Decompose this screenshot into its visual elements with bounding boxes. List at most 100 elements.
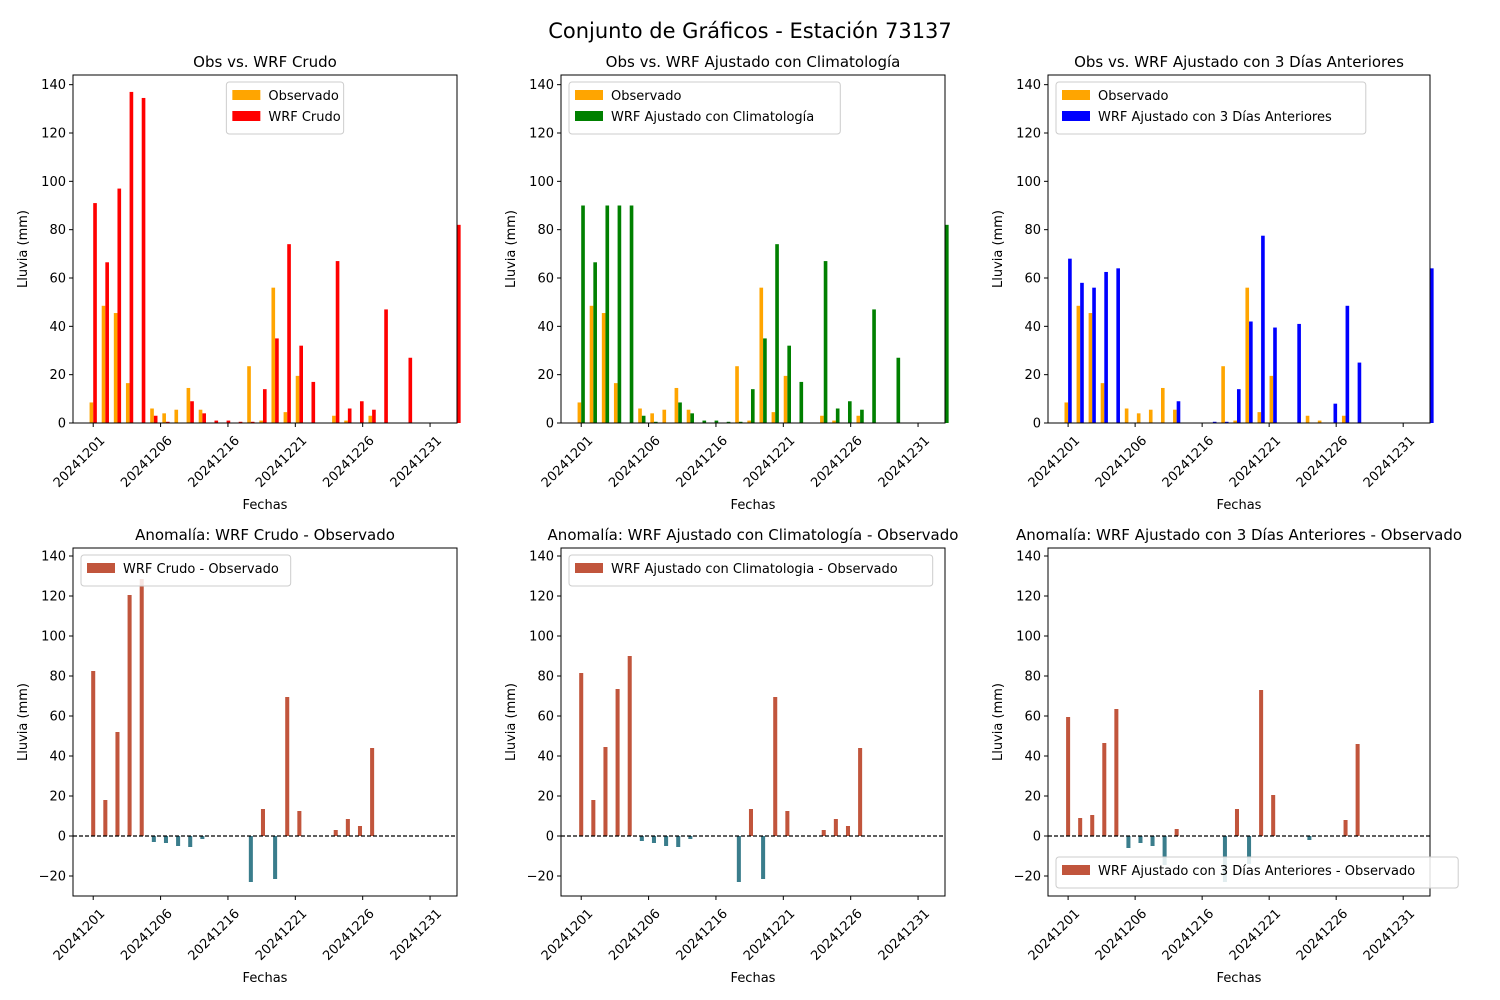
y-tick-label: 40	[537, 320, 554, 335]
y-tick-label: 60	[49, 710, 66, 725]
bar	[653, 421, 658, 423]
bar	[1124, 408, 1129, 423]
bar	[1176, 401, 1181, 423]
x-tick-label: 20241201	[539, 906, 596, 963]
bar	[335, 261, 340, 423]
bar	[1271, 795, 1276, 836]
legend-swatch	[232, 111, 261, 121]
bar	[775, 244, 779, 423]
legend: Observado WRF Ajustado con Climatología	[568, 81, 841, 135]
y-tick-label: 80	[49, 223, 66, 238]
bar	[1090, 815, 1095, 836]
y-tick-label: −20	[39, 870, 66, 885]
y-tick-label: 120	[41, 127, 66, 142]
bar	[1341, 415, 1346, 423]
bar	[1317, 420, 1322, 423]
y-tick-label: 0	[1033, 417, 1041, 432]
bar	[1126, 836, 1131, 848]
bar	[127, 595, 132, 836]
y-axis-label: Lluvia (mm)	[504, 210, 519, 288]
bar	[820, 415, 824, 423]
bar	[1116, 268, 1120, 423]
bar	[214, 420, 219, 423]
bar	[332, 415, 336, 423]
chart-panel-2: Obs vs. WRF Ajustado con Climatología020…	[504, 53, 949, 513]
y-tick-label: 80	[49, 670, 66, 685]
y-tick-label: 0	[546, 417, 554, 432]
y-tick-label: 140	[529, 550, 554, 565]
y-tick-label: 100	[529, 175, 554, 190]
bar	[945, 224, 949, 423]
legend-label: WRF Ajustado con Climatología	[611, 110, 814, 125]
bar	[408, 357, 413, 423]
bar	[202, 413, 206, 423]
bar	[287, 244, 291, 423]
bar	[259, 420, 263, 423]
bar	[250, 421, 255, 423]
bar	[650, 413, 654, 423]
x-tick-label: 20241206	[606, 433, 663, 490]
bar	[1430, 268, 1434, 423]
bar	[125, 383, 130, 423]
bar	[163, 836, 168, 843]
bar	[139, 579, 144, 836]
y-tick-label: 140	[1016, 78, 1041, 93]
bar	[1104, 271, 1108, 423]
bar	[141, 97, 146, 423]
y-axis-label: Lluvia (mm)	[504, 683, 519, 761]
x-tick-label: 20241226	[1294, 906, 1351, 963]
bar	[117, 188, 122, 423]
bar	[783, 375, 788, 423]
bar	[153, 415, 158, 423]
x-tick-label: 20241206	[118, 433, 175, 490]
bar	[738, 421, 743, 423]
y-tick-label: 140	[41, 550, 66, 565]
chart-panel-3: Obs vs. WRF Ajustado con 3 Días Anterior…	[991, 53, 1434, 513]
bar	[714, 420, 719, 423]
chart-title: Anomalía: WRF Crudo - Observado	[135, 526, 395, 544]
bar	[103, 800, 108, 836]
chart-panel-1: Obs vs. WRF Crudo 0 20 40 60 80 100 120 140 20241…	[16, 53, 461, 513]
axes-frame	[1047, 547, 1431, 897]
bar	[1221, 366, 1225, 423]
bar	[271, 287, 276, 423]
bar	[589, 305, 594, 423]
bar	[662, 409, 667, 423]
x-tick-label: 20241201	[1026, 433, 1083, 490]
bar	[1114, 709, 1119, 836]
x-tick-label: 20241231	[388, 433, 445, 490]
bar	[1257, 412, 1262, 423]
bar	[603, 747, 608, 836]
bar	[357, 826, 363, 836]
bar	[750, 389, 755, 423]
bar	[1273, 327, 1277, 423]
x-tick-label: 20241216	[1160, 906, 1217, 963]
bar	[93, 203, 97, 423]
x-axis-label: Fechas	[731, 971, 776, 986]
bar	[186, 387, 191, 423]
bar	[1092, 287, 1096, 423]
bar	[1078, 818, 1083, 836]
bar	[702, 420, 707, 423]
bar	[821, 830, 826, 836]
x-tick-label: 20241221	[253, 433, 310, 490]
bar	[736, 836, 741, 882]
bar	[1305, 415, 1310, 423]
x-tick-label: 20241201	[51, 433, 108, 490]
bar	[226, 420, 231, 423]
bar	[238, 421, 243, 423]
x-tick-label: 20241216	[1160, 433, 1217, 490]
bar	[1357, 362, 1362, 423]
x-tick-label: 20241221	[253, 906, 310, 963]
y-tick-label: −20	[1014, 870, 1041, 885]
bar	[275, 338, 279, 423]
chart-panel-6: Anomalía: WRF Ajustado con 3 Días Anteri…	[991, 526, 1462, 986]
chart-title: Obs vs. WRF Crudo	[193, 53, 337, 71]
y-tick-label: 20	[49, 368, 66, 383]
x-tick-label: 20241226	[1294, 433, 1351, 490]
bar	[1233, 420, 1237, 423]
x-tick-label: 20241206	[118, 906, 175, 963]
chart-title: Anomalía: WRF Ajustado con Climatología …	[548, 526, 959, 544]
x-tick-label: 20241231	[876, 906, 933, 963]
bar	[262, 389, 267, 423]
